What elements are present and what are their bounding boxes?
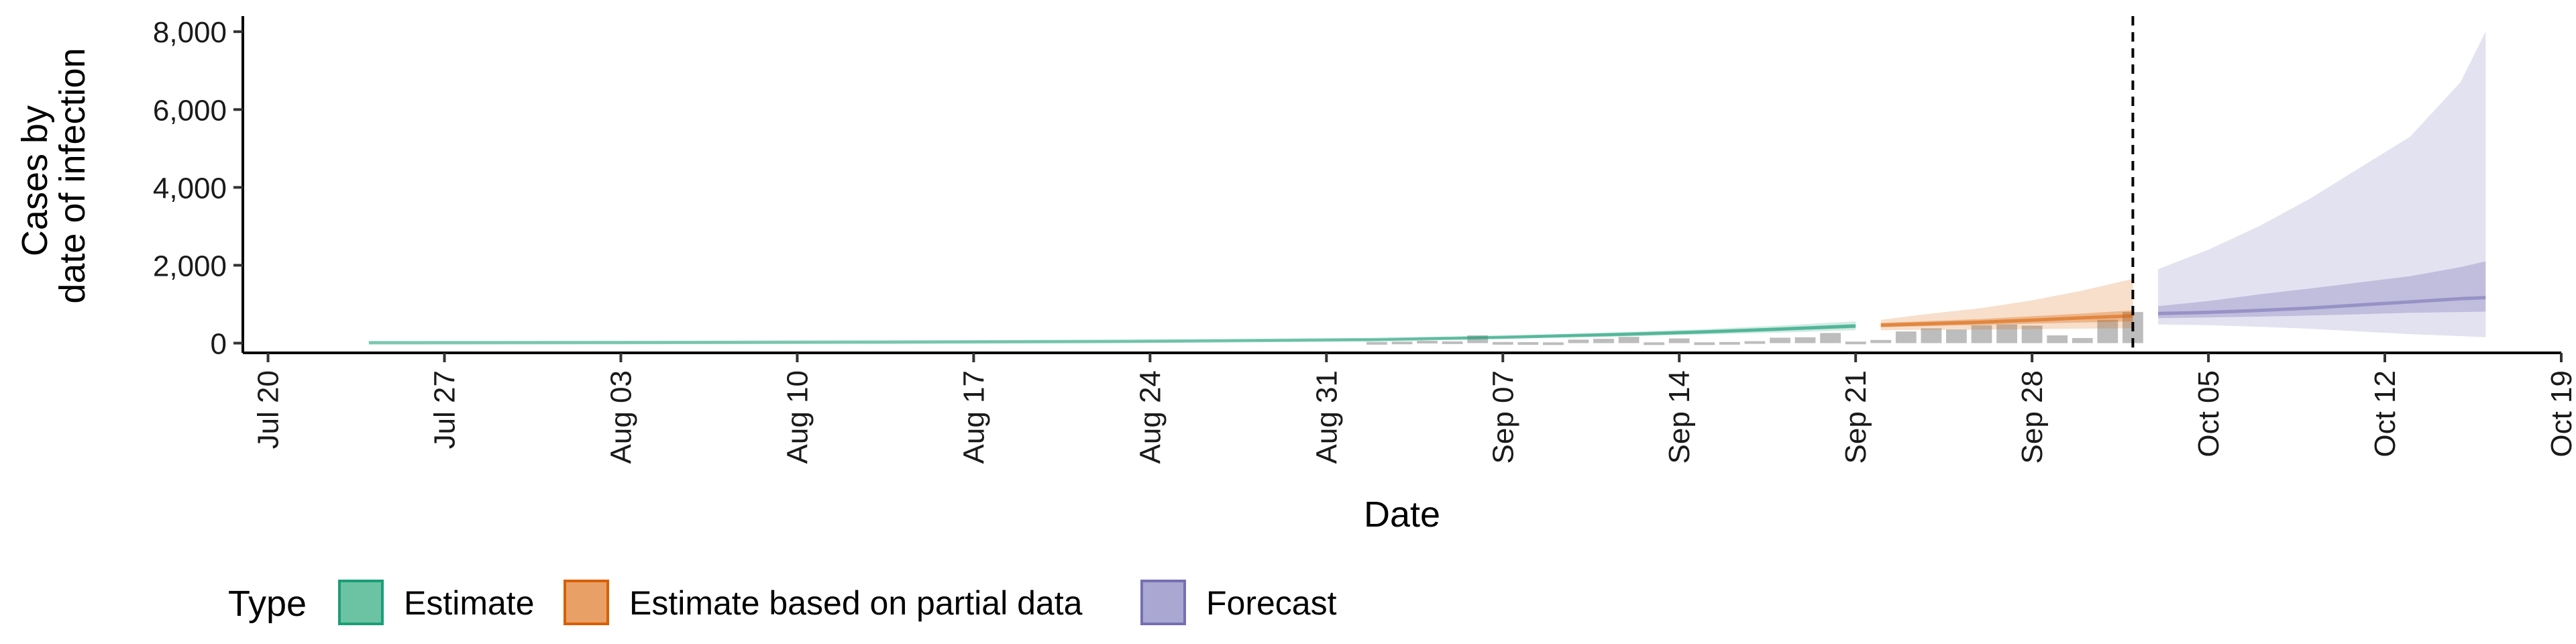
x-tick-label: Oct 12 — [2369, 370, 2402, 458]
legend-swatch-partial-estimate — [564, 580, 609, 625]
x-tick-label: Aug 10 — [781, 370, 814, 464]
legend-title: Type — [228, 584, 307, 624]
y-tick-label: 2,000 — [153, 250, 227, 282]
observed-case-bar — [1517, 342, 1539, 345]
legend-label-estimate: Estimate — [404, 584, 535, 622]
x-tick-label: Aug 31 — [1310, 370, 1343, 464]
x-tick-label: Sep 21 — [1839, 370, 1872, 464]
y-tick-label: 0 — [211, 327, 227, 360]
legend-swatch-estimate — [338, 580, 384, 625]
observed-case-bar — [1391, 341, 1413, 345]
plot-area: 0 2,000 4,000 6,000 8,000 Jul 20 Jul 27 Aug 03… — [153, 16, 2576, 464]
y-axis-ticks: 0 2,000 4,000 6,000 8,000 — [153, 16, 243, 360]
observed-case-bar — [1442, 341, 1463, 344]
x-tick-label: Sep 28 — [2016, 370, 2049, 464]
observed-case-bar — [1996, 324, 2017, 343]
x-tick-label: Oct 19 — [2545, 370, 2576, 458]
observed-case-bar — [2097, 319, 2118, 343]
legend-label-forecast: Forecast — [1206, 584, 1337, 622]
observed-case-bar — [1770, 337, 1790, 343]
observed-case-bar — [1543, 342, 1564, 345]
ribbon-90-forecast — [2158, 32, 2486, 337]
y-axis-title-line-2: date of infection — [52, 48, 93, 303]
observed-case-bar — [1820, 333, 1841, 343]
observed-case-bar — [1921, 328, 1942, 343]
median-line-estimate — [368, 324, 1856, 345]
observed-case-bar — [1492, 341, 1513, 345]
legend-item-estimate: Estimate — [338, 580, 535, 625]
x-tick-label: Aug 24 — [1134, 370, 1167, 464]
y-tick-label: 8,000 — [153, 16, 227, 49]
observed-case-bar — [1946, 329, 1967, 343]
x-axis-ticks: Jul 20 Jul 27 Aug 03 Aug 10 Aug 17 Aug 24 Aug … — [252, 353, 2576, 464]
observed-case-bar — [1618, 337, 1640, 343]
observed-case-bar — [1719, 341, 1740, 345]
observed-case-bar — [1568, 339, 1589, 343]
x-tick-label: Oct 05 — [2192, 370, 2225, 458]
observed-case-bar — [2072, 337, 2093, 343]
observed-case-bar — [1971, 325, 1992, 343]
y-axis-title-line-1: Cases by — [15, 105, 55, 256]
observed-case-bar — [1895, 331, 1917, 343]
x-tick-label: Jul 27 — [429, 370, 462, 449]
legend-item-partial-estimate: Estimate based on partial data — [564, 580, 1083, 625]
x-tick-label: Aug 03 — [605, 370, 638, 464]
observed-case-bar — [1644, 342, 1665, 345]
x-tick-label: Aug 17 — [957, 370, 990, 464]
x-tick-label: Sep 14 — [1663, 370, 1696, 464]
legend: Type Estimate Estimate based on partial … — [228, 580, 1337, 625]
y-tick-label: 4,000 — [153, 172, 227, 205]
observed-case-bar — [1870, 339, 1892, 343]
observed-case-bar — [1668, 338, 1690, 343]
median-line-estimate-based-on-partial-data — [1880, 314, 2133, 327]
y-axis-title: Cases by date of infection — [15, 48, 93, 303]
y-tick-label: 6,000 — [153, 94, 227, 127]
legend-item-forecast: Forecast — [1140, 580, 1337, 625]
observed-case-bar — [1744, 341, 1766, 344]
observed-case-bar — [1417, 341, 1438, 343]
legend-label-partial-estimate: Estimate based on partial data — [629, 584, 1083, 622]
observed-case-bar — [2021, 325, 2043, 343]
x-tick-label: Sep 07 — [1487, 370, 1519, 464]
observed-case-bar — [1366, 341, 1387, 345]
observed-case-bar — [1794, 337, 1816, 343]
x-tick-label: Jul 20 — [252, 370, 285, 449]
median-line-forecast — [2157, 296, 2486, 315]
ribbon-50-forecast — [2158, 261, 2486, 319]
legend-swatch-forecast — [1140, 580, 1186, 625]
observed-case-bar — [1845, 341, 1866, 345]
observed-case-bar — [1694, 342, 1715, 345]
ribbon-layer — [368, 32, 2486, 345]
observed-case-bar — [1593, 339, 1614, 343]
observed-case-bar — [2047, 335, 2068, 343]
x-axis-title: Date — [1364, 494, 1440, 535]
observed-cases-bars — [1366, 312, 2143, 345]
